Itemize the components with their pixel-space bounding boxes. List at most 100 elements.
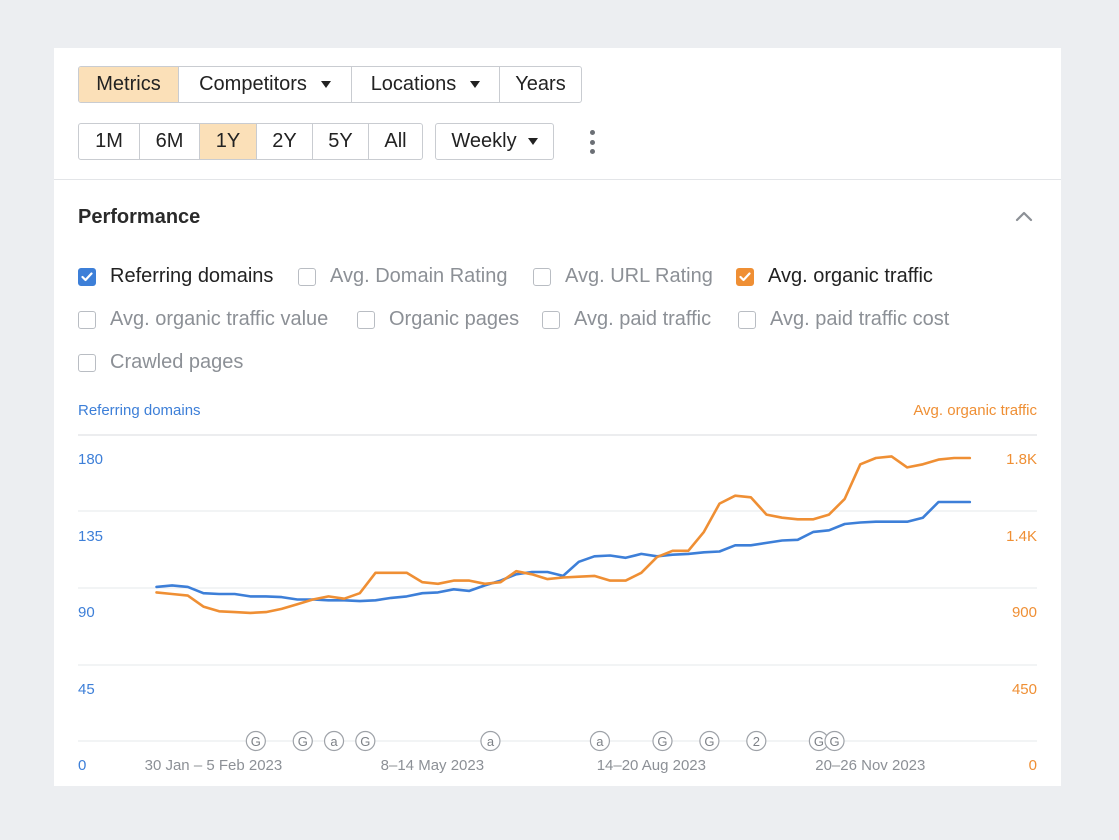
range-1m-button[interactable]: 1M xyxy=(79,124,140,159)
granularity-dropdown[interactable]: Weekly xyxy=(435,123,554,160)
checkbox-unchecked[interactable] xyxy=(357,310,375,329)
left-tick-label: 180 xyxy=(78,451,103,468)
checkbox-checked[interactable] xyxy=(78,267,96,286)
range-button-group: 1M 6M 1Y 2Y 5Y All xyxy=(78,123,423,160)
event-marker xyxy=(323,730,345,752)
event-marker xyxy=(292,730,313,752)
tab-competitors[interactable]: Competitors xyxy=(179,67,352,102)
metric-crawled-pages[interactable]: Crawled pages xyxy=(78,351,243,374)
event-marker xyxy=(746,730,767,752)
left-tick-label: 90 xyxy=(78,604,95,621)
event-marker xyxy=(652,730,673,752)
granularity-label: Weekly xyxy=(451,130,517,152)
tab-metrics-label: Metrics xyxy=(96,73,161,95)
metric-label: Avg. URL Rating xyxy=(565,265,713,287)
series-line xyxy=(155,500,972,603)
event-marker xyxy=(480,730,501,752)
right-tick-label: 450 xyxy=(1012,681,1037,698)
x-tick-label: 30 Jan – 5 Feb 2023 xyxy=(145,757,283,774)
checkmark-icon xyxy=(739,271,751,281)
range-1m-label: 1M xyxy=(95,130,123,152)
event-marker-label: G xyxy=(829,734,839,749)
range-5y-label: 5Y xyxy=(328,130,353,152)
range-1y-label: 1Y xyxy=(215,130,241,152)
checkbox-unchecked[interactable] xyxy=(533,267,551,286)
range-all-button[interactable]: All xyxy=(369,124,422,159)
event-marker-label: 2 xyxy=(753,734,760,749)
metric-avg-url-rating[interactable]: Avg. URL Rating xyxy=(533,265,713,288)
event-marker xyxy=(824,730,845,752)
series-line xyxy=(155,455,972,615)
range-6m-label: 6M xyxy=(155,130,184,152)
tab-locations[interactable]: Locations xyxy=(352,67,500,102)
tab-years[interactable]: Years xyxy=(500,67,581,102)
event-marker xyxy=(245,730,266,752)
x-tick-label: 8–14 May 2023 xyxy=(381,757,484,774)
range-6m-button[interactable]: 6M xyxy=(140,124,200,159)
metric-referring-domains[interactable]: Referring domains xyxy=(78,265,273,288)
checkbox-unchecked[interactable] xyxy=(78,353,96,372)
event-marker-label: G xyxy=(704,734,714,749)
event-marker-label: G xyxy=(251,734,261,749)
range-5y-button[interactable]: 5Y xyxy=(313,124,369,159)
tab-competitors-label: Competitors xyxy=(199,73,307,95)
event-marker-label: a xyxy=(330,734,338,749)
metric-organic-pages[interactable]: Organic pages xyxy=(357,308,519,331)
metric-label: Avg. paid traffic xyxy=(574,308,712,330)
left-tick-label: 135 xyxy=(78,528,103,545)
metric-label: Avg. paid traffic cost xyxy=(770,308,950,330)
range-all-label: All xyxy=(384,130,407,152)
right-axis-title: Avg. organic traffic xyxy=(913,402,1037,419)
metric-label: Avg. Domain Rating xyxy=(330,265,508,287)
checkmark-icon xyxy=(81,271,93,281)
left-tick-label: 45 xyxy=(78,681,95,698)
x-tick-label: 14–20 Aug 2023 xyxy=(597,757,706,774)
left-tick-label: 0 xyxy=(78,757,86,774)
metric-avg-paid-traffic[interactable]: Avg. paid traffic xyxy=(542,308,711,331)
checkbox-unchecked[interactable] xyxy=(298,267,316,286)
event-marker xyxy=(699,730,720,752)
event-marker-label: G xyxy=(814,734,824,749)
metric-avg-domain-rating[interactable]: Avg. Domain Rating xyxy=(298,265,508,288)
caret-down-icon xyxy=(527,138,538,145)
range-1y-button[interactable]: 1Y xyxy=(200,124,257,159)
event-marker-label: G xyxy=(657,734,667,749)
right-tick-label: 900 xyxy=(1012,604,1037,621)
range-2y-button[interactable]: 2Y xyxy=(257,124,313,159)
chevron-up-icon[interactable] xyxy=(1014,208,1034,224)
metric-avg-paid-traffic-cost[interactable]: Avg. paid traffic cost xyxy=(738,308,949,331)
event-marker-label: a xyxy=(596,734,604,749)
tab-locations-label: Locations xyxy=(370,73,457,95)
caret-down-icon xyxy=(470,81,481,88)
event-marker-label: G xyxy=(298,734,308,749)
section-title: Performance xyxy=(78,206,201,228)
checkbox-checked[interactable] xyxy=(736,267,754,286)
metric-label: Referring domains xyxy=(110,265,274,287)
metric-label: Organic pages xyxy=(389,308,520,330)
event-marker xyxy=(355,730,376,752)
checkbox-unchecked[interactable] xyxy=(738,310,756,329)
view-tab-group: Metrics Competitors Locations Years xyxy=(78,66,582,103)
granularity-button[interactable]: Weekly xyxy=(436,124,553,159)
right-tick-label: 0 xyxy=(1029,757,1037,774)
checkbox-unchecked[interactable] xyxy=(78,310,96,329)
performance-chart[interactable]: Referring domains Avg. organic traffic 0 45… xyxy=(54,48,1061,786)
metric-label: Avg. organic traffic value xyxy=(110,308,329,330)
metric-avg-organic-traffic[interactable]: Avg. organic traffic xyxy=(736,265,933,288)
tab-metrics[interactable]: Metrics xyxy=(79,67,179,102)
left-axis-title: Referring domains xyxy=(78,402,201,419)
vertical-ellipsis-icon[interactable] xyxy=(588,130,596,154)
right-tick-label: 1.4K xyxy=(1006,528,1037,545)
right-tick-label: 1.8K xyxy=(1006,451,1037,468)
event-marker xyxy=(589,730,611,752)
event-marker-label: G xyxy=(360,734,370,749)
metric-label: Avg. organic traffic xyxy=(768,265,933,287)
x-tick-label: 20–26 Nov 2023 xyxy=(815,757,925,774)
metric-label: Crawled pages xyxy=(110,351,244,373)
checkbox-unchecked[interactable] xyxy=(542,310,560,329)
performance-card: Metrics Competitors Locations Years 1M 6… xyxy=(54,48,1061,786)
tab-years-label: Years xyxy=(515,73,566,95)
caret-down-icon xyxy=(320,81,331,88)
event-marker-label: a xyxy=(487,734,495,749)
metric-avg-organic-traffic-value[interactable]: Avg. organic traffic value xyxy=(78,308,328,331)
